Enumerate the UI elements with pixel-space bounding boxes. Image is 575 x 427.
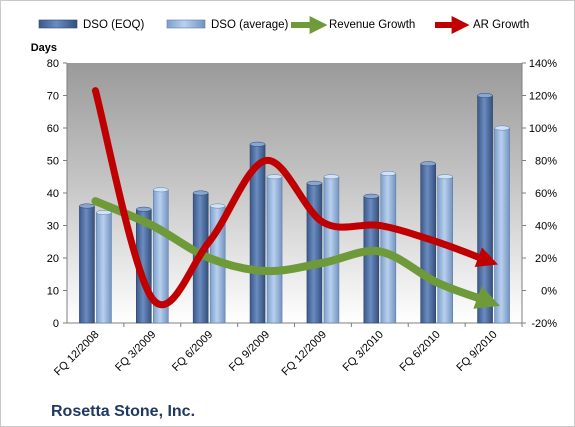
- y-right-tick-label: 0%: [541, 286, 557, 298]
- x-tick-label: FQ 12/2009: [279, 329, 329, 379]
- bar-dso-average: [323, 176, 340, 324]
- bar-dso-eoq-cap: [136, 206, 152, 212]
- legend-swatch-dso-average: [166, 19, 206, 29]
- y-left-tick-label: 40: [47, 188, 59, 200]
- y-right-tick-label: 100%: [529, 123, 557, 135]
- x-tick-label: FQ 9/2010: [454, 329, 499, 374]
- legend-label-revenue-growth: Revenue Growth: [329, 19, 415, 31]
- legend-swatch-dso-eoq: [38, 19, 78, 29]
- bar-dso-average: [494, 127, 510, 324]
- y-right-tick-label: 20%: [535, 253, 557, 265]
- x-tick-label: FQ 3/2009: [113, 329, 158, 374]
- x-tick-label: FQ 3/2010: [341, 329, 386, 374]
- y-left-tick-label: 50: [47, 156, 59, 168]
- bar-dso-eoq-cap: [79, 203, 95, 209]
- x-tick-label: FQ 6/2009: [170, 329, 215, 374]
- y-right-tick-label: 80%: [535, 156, 557, 168]
- y-right-tick-label: 60%: [535, 188, 557, 200]
- legend-label-dso-average: DSO (average): [211, 19, 289, 31]
- y-left-axis-title: Days: [31, 42, 57, 54]
- x-tick-label: FQ 9/2009: [227, 329, 272, 374]
- y-right-tick-label: 40%: [535, 221, 557, 233]
- bar-dso-average: [96, 212, 112, 324]
- plot-area: [67, 63, 522, 323]
- bar-dso-average: [266, 176, 283, 324]
- bar-dso-eoq: [79, 205, 95, 324]
- bar-dso-eoq-cap: [363, 193, 380, 199]
- bar-dso-average-cap: [437, 174, 453, 180]
- y-left-tick-label: 80: [47, 58, 59, 70]
- x-tick-label: FQ 6/2010: [398, 329, 443, 374]
- y-left-tick-label: 0: [53, 318, 59, 330]
- company-name: Rosetta Stone, Inc.: [51, 403, 195, 420]
- y-left-tick-label: 20: [47, 253, 59, 265]
- bar-dso-eoq-cap: [306, 180, 323, 186]
- bar-dso-eoq-cap: [192, 190, 209, 196]
- bar-dso-eoq-cap: [477, 93, 493, 98]
- bar-dso-average-cap: [380, 171, 397, 176]
- line-ar-growth: [91, 87, 498, 309]
- bar-dso-average-cap: [96, 210, 112, 215]
- y-left-tick-label: 30: [47, 221, 59, 233]
- y-right-tick-label: -20%: [531, 318, 557, 330]
- bar-dso-eoq-cap: [420, 161, 436, 167]
- bar-dso-eoq-cap: [249, 141, 266, 147]
- x-tick-label: FQ 12/2008: [52, 329, 102, 379]
- y-left-tick-label: 10: [47, 286, 59, 298]
- legend-label-dso-eoq: DSO (EOQ): [83, 19, 145, 31]
- legend-label-ar-growth: AR Growth: [473, 19, 529, 31]
- bar-dso-average-cap: [209, 203, 226, 209]
- y-left-tick-label: 60: [47, 123, 59, 135]
- bar-dso-average-cap: [266, 174, 283, 180]
- bar-dso-eoq: [363, 195, 380, 324]
- y-right-tick-label: 140%: [529, 58, 557, 70]
- bar-dso-average-cap: [153, 187, 169, 193]
- bar-dso-eoq: [477, 95, 493, 324]
- y-left-tick-label: 70: [47, 91, 59, 103]
- line-revenue-growth: [91, 197, 500, 309]
- bar-dso-average-cap: [323, 174, 340, 180]
- y-right-tick-label: 120%: [529, 91, 557, 103]
- bar-dso-average-cap: [494, 125, 510, 131]
